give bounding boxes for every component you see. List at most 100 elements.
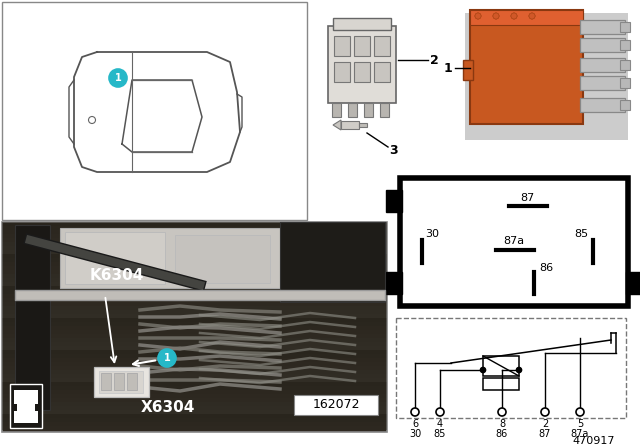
Text: K6304: K6304 (90, 267, 145, 283)
Bar (620, 60, 630, 70)
Bar (2, 338, 387, 342)
Bar (2, 246, 387, 250)
Text: 30: 30 (425, 229, 439, 239)
Circle shape (511, 13, 517, 19)
Bar (2, 386, 387, 390)
Bar (470, 10, 583, 25)
Bar (483, 378, 519, 390)
Bar (580, 98, 625, 112)
Bar (580, 58, 625, 72)
Circle shape (493, 13, 499, 19)
Bar (60, 228, 280, 288)
Bar (280, 222, 385, 302)
Bar (15, 290, 385, 300)
Text: 2: 2 (429, 53, 438, 66)
Circle shape (576, 408, 584, 416)
Bar (2, 402, 387, 406)
Bar (2, 270, 387, 274)
Bar (2, 426, 387, 430)
Bar (465, 13, 628, 140)
Text: 87: 87 (539, 429, 551, 439)
Text: 162072: 162072 (312, 399, 360, 412)
Bar (2, 330, 387, 334)
Text: 85: 85 (434, 429, 446, 439)
Bar (2, 422, 387, 426)
Text: 470917: 470917 (573, 436, 615, 446)
Bar (2, 226, 387, 230)
Bar (2, 362, 387, 366)
Text: 6: 6 (412, 419, 418, 429)
Text: 85: 85 (574, 229, 588, 239)
Circle shape (475, 13, 481, 19)
Text: 30: 30 (409, 429, 421, 439)
Bar (2, 334, 387, 338)
Bar (334, 62, 350, 82)
Bar (2, 418, 387, 422)
Bar (332, 103, 341, 117)
Bar (2, 350, 387, 354)
Bar (333, 18, 391, 30)
Bar (364, 103, 373, 117)
Bar (470, 10, 583, 124)
Polygon shape (333, 120, 341, 130)
Bar (380, 103, 389, 117)
Bar (354, 36, 370, 56)
Bar (2, 326, 387, 330)
Bar (15, 225, 50, 410)
Text: 86: 86 (539, 263, 553, 273)
Bar (374, 36, 390, 56)
Bar (2, 354, 387, 358)
Bar (175, 235, 270, 283)
Bar (580, 38, 625, 52)
Text: X6304: X6304 (141, 401, 195, 415)
Bar (620, 78, 630, 88)
Circle shape (481, 367, 486, 372)
Bar (374, 62, 390, 82)
Circle shape (158, 349, 176, 367)
Bar (2, 414, 387, 418)
Bar (2, 266, 387, 270)
Bar (2, 342, 387, 346)
Circle shape (411, 408, 419, 416)
Text: 87a: 87a (571, 429, 589, 439)
Bar (2, 346, 387, 350)
Bar (294, 395, 378, 415)
Bar (386, 190, 402, 212)
Circle shape (493, 13, 499, 19)
Circle shape (541, 408, 549, 416)
Circle shape (516, 367, 522, 372)
Bar (65, 232, 165, 284)
Bar (17, 402, 35, 412)
Circle shape (511, 13, 517, 19)
Bar (2, 254, 387, 258)
Bar (2, 290, 387, 294)
Bar (2, 306, 387, 310)
Circle shape (88, 116, 95, 124)
Bar (2, 286, 387, 290)
Circle shape (529, 13, 535, 19)
Text: 1: 1 (115, 73, 122, 83)
Circle shape (475, 13, 481, 19)
Bar (334, 36, 350, 56)
Bar (2, 238, 387, 242)
Bar (10, 384, 42, 428)
Bar (2, 278, 387, 282)
Bar (2, 258, 387, 262)
Circle shape (493, 13, 499, 19)
Bar (580, 20, 625, 34)
Text: 8: 8 (499, 419, 505, 429)
Bar (620, 22, 630, 32)
Circle shape (498, 408, 506, 416)
Circle shape (109, 69, 127, 87)
Bar (2, 282, 387, 286)
Bar (396, 318, 626, 418)
Bar (354, 62, 370, 82)
Text: 4: 4 (437, 419, 443, 429)
Circle shape (436, 408, 444, 416)
Bar (2, 222, 387, 432)
Bar (341, 121, 359, 129)
Bar (348, 103, 357, 117)
Text: 86: 86 (496, 429, 508, 439)
Text: 3: 3 (388, 143, 397, 156)
Bar (2, 382, 387, 386)
